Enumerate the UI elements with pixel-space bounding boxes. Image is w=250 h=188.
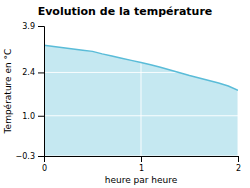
y-axis: −0.3 1.0 2.4 3.9 [16, 22, 45, 161]
tick: 2 [236, 156, 241, 173]
tick: 3.9 [22, 22, 44, 31]
x-axis-title: heure par heure [105, 175, 178, 185]
tick-mark [238, 156, 239, 162]
tick-mark [141, 156, 142, 162]
tick: 1 [139, 156, 144, 173]
tick-mark [38, 72, 44, 73]
tick-label: 2.4 [22, 68, 35, 77]
grid-line [44, 115, 238, 116]
chart: 0 1 2 −0.3 1.0 2.4 3.9 heure par heure Températu… [0, 0, 250, 188]
tick-label: −0.3 [16, 152, 35, 161]
grid-line [44, 26, 238, 27]
x-axis: 0 1 2 [42, 156, 241, 173]
axis-line [45, 157, 239, 163]
tick: −0.3 [16, 152, 44, 161]
axis-line [38, 27, 45, 157]
tick-label: 1.0 [22, 112, 35, 121]
title: Evolution de la température [38, 5, 213, 18]
grid-line [141, 26, 142, 156]
tick: 0 [42, 156, 47, 173]
tick: 1.0 [22, 112, 44, 121]
tick-mark [38, 156, 44, 157]
tick-label: 1 [139, 164, 144, 173]
tick-label: 2 [236, 164, 241, 173]
grid [44, 26, 238, 156]
grid-line [44, 72, 238, 73]
line-layer [44, 45, 238, 90]
tick-label: 3.9 [22, 22, 35, 31]
tick-mark [38, 26, 44, 27]
tick: 2.4 [22, 68, 44, 77]
plot: 0 1 2 −0.3 1.0 2.4 3.9 [16, 22, 241, 173]
y-axis-title: Température en °C [3, 49, 13, 135]
line [44, 45, 238, 90]
tick-mark [38, 116, 44, 117]
tick-label: 0 [42, 164, 47, 173]
